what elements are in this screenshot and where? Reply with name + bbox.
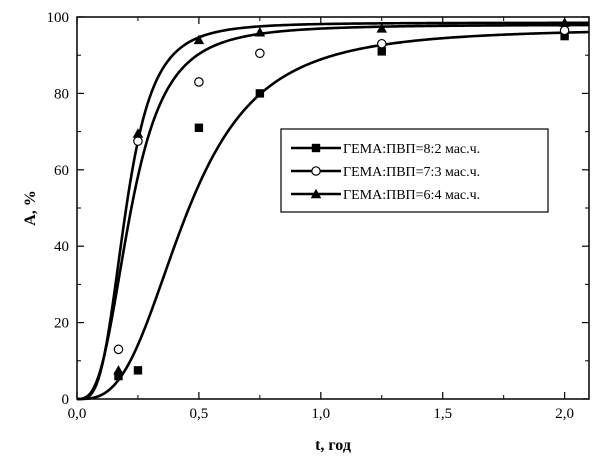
y-tick-label: 0 [62,392,70,408]
axes: 0,0 0,5 1,0 1,5 2,0 0 20 40 60 80 100 [47,10,590,422]
data-point-series-2 [133,136,143,146]
y-tick-label: 40 [54,239,69,255]
data-point-series-3 [193,34,205,45]
x-tick-label: 1,0 [311,406,330,422]
data-point-series-2 [559,25,570,36]
x-tick-label: 1,5 [433,406,452,422]
data-markers [113,17,570,381]
legend-label-2: ГЕМА:ПВП=7:3 мас.ч. [343,165,480,180]
y-tick-label: 80 [54,86,69,102]
fit-curve-3 [76,21,589,401]
y-tick-label: 60 [54,163,69,179]
data-point-series-1 [560,31,569,41]
x-axis-title: t, год [315,437,351,454]
legend-label-1: ГЕМА:ПВП=8:2 мас.ч. [343,142,480,157]
legend-label-3: ГЕМА:ПВП=6:4 мас.ч. [343,188,480,203]
data-point-series-1 [114,371,123,381]
data-point-series-2 [376,38,387,49]
data-point-series-3 [113,365,124,375]
x-tick-label: 2,0 [555,406,574,422]
plot-area [76,21,590,401]
fit-curve-1 [77,30,590,401]
data-point-series-2 [113,344,124,355]
legend: ГЕМА:ПВП=8:2 мас.ч. ГЕМА:ПВП=7:3 мас.ч. ГЕ… [280,128,549,213]
x-tick-label: 0,5 [190,406,209,422]
data-point-series-1 [377,47,386,56]
legend-marker-2 [311,166,321,176]
fit-curve-2 [76,23,590,401]
data-point-series-3 [132,128,144,138]
data-point-series-3 [254,27,266,37]
y-tick-label: 20 [54,316,69,332]
y-tick-label: 100 [47,10,70,26]
data-point-series-1 [194,123,204,132]
data-point-series-2 [255,48,265,59]
data-point-series-1 [133,366,143,375]
legend-marker-3 [310,188,322,199]
data-point-series-3 [376,23,388,33]
data-point-series-1 [255,89,265,98]
legend-marker-1 [311,143,321,153]
x-tick-label: 0,0 [68,406,87,422]
y-axis-title: A, % [22,190,39,226]
data-point-series-2 [194,77,204,87]
